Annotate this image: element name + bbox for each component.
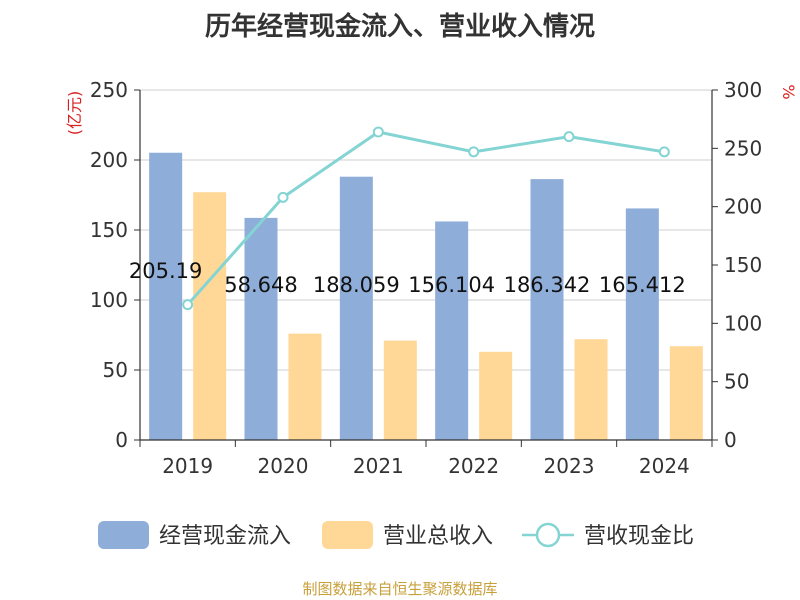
y-left-tick-label: 250 <box>90 78 128 102</box>
x-tick-label: 2020 <box>258 454 309 478</box>
y-left-tick-label: 100 <box>90 288 128 312</box>
data-label: 156.104 <box>408 273 495 297</box>
ratio-point-2023 <box>563 131 575 143</box>
bar-revenue-2024 <box>669 346 703 440</box>
y-right-tick-label: 100 <box>724 311 762 335</box>
y-right-tick-label: 50 <box>724 370 749 394</box>
ratio-point-2022 <box>468 146 480 158</box>
data-label: 165.412 <box>599 273 686 297</box>
y-right-tick-label: 300 <box>724 78 762 102</box>
bar-cash-inflow-2022 <box>435 221 469 440</box>
y-left-tick-label: 150 <box>90 218 128 242</box>
bar-cash-inflow-2023 <box>530 179 564 440</box>
y-left-tick-label: 50 <box>103 358 128 382</box>
x-tick-label: 2022 <box>448 454 499 478</box>
ratio-line-path <box>186 130 665 306</box>
y-right-tick-label: 0 <box>724 428 737 452</box>
bar-cash-inflow-2021 <box>339 176 373 440</box>
bar-revenue-2021 <box>383 340 417 440</box>
data-label: 186.342 <box>504 273 591 297</box>
legend-swatch-revenue <box>322 521 373 549</box>
bars <box>149 152 703 440</box>
bar-cash-inflow-2020 <box>244 217 278 440</box>
y-left-ticks: 0 50 100 150 200 250 <box>90 78 140 452</box>
ratio-point-2019 <box>182 299 194 311</box>
legend-swatch-cash-inflow <box>98 521 149 549</box>
ratio-point-2024 <box>658 146 670 158</box>
legend-label-ratio: 营收现金比 <box>584 524 694 549</box>
y-left-tick-label: 0 <box>115 428 128 452</box>
y-left-title: (亿元) <box>65 91 84 136</box>
bar-revenue-2020 <box>288 333 322 440</box>
ratio-point-2021 <box>372 126 384 138</box>
y-right-tick-label: 150 <box>724 253 762 277</box>
data-label: 188.059 <box>313 273 400 297</box>
bar-revenue-2023 <box>574 339 608 440</box>
x-tick-label: 2023 <box>544 454 595 478</box>
data-labels: 205.19 58.648 188.059 156.104 186.342 165.412 <box>129 259 686 297</box>
legend-label-cash-inflow: 经营现金流入 <box>159 524 291 549</box>
legend: 经营现金流入 营业总收入 营收现金比 <box>98 521 694 549</box>
legend-marker-ratio <box>535 522 561 548</box>
data-label: 205.19 <box>129 259 202 283</box>
y-right-tick-label: 200 <box>724 195 762 219</box>
ratio-point-2020 <box>277 191 289 203</box>
data-label: 58.648 <box>224 273 297 297</box>
y-left-tick-label: 200 <box>90 148 128 172</box>
legend-label-revenue: 营业总收入 <box>383 524 493 549</box>
ratio-line <box>182 126 670 311</box>
x-tick-label: 2024 <box>639 454 690 478</box>
y-right-ticks: 0 50 100 150 200 250 300 <box>712 78 762 452</box>
source-note: 制图数据来自恒生聚源数据库 <box>302 580 498 598</box>
x-tick-label: 2019 <box>162 454 213 478</box>
y-right-title: % <box>779 84 798 99</box>
bar-revenue-2022 <box>479 351 513 440</box>
gridlines <box>140 89 712 371</box>
x-tick-label: 2021 <box>353 454 404 478</box>
bar-cash-inflow-2024 <box>625 208 659 440</box>
x-ticks: 2019 2020 2021 2022 2023 2024 <box>139 440 713 478</box>
axis-titles: (亿元)% <box>65 84 798 135</box>
chart-title: 历年经营现金流入、营业收入情况 <box>204 12 595 42</box>
bar-revenue-2019 <box>193 192 227 440</box>
bar-cash-inflow-2019 <box>149 152 183 440</box>
y-right-tick-label: 250 <box>724 136 762 160</box>
